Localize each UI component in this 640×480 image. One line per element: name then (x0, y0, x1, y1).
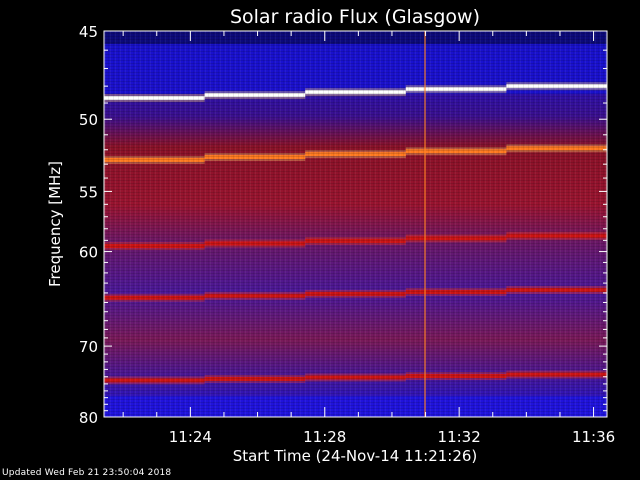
x-tick-label: 11:24 (169, 428, 212, 446)
x-tick-label: 11:36 (572, 428, 615, 446)
chart-title: Solar radio Flux (Glasgow) (230, 6, 480, 28)
y-axis-label: Frequency [MHz] (46, 161, 64, 287)
texture-horizontal (104, 31, 607, 417)
discontinuity-line (424, 31, 426, 417)
x-axis: 11:24 11:28 11:32 11:36 (122, 31, 615, 446)
y-tick-label: 80 (79, 409, 98, 427)
y-tick-label: 70 (79, 338, 98, 356)
x-axis-label: Start Time (24-Nov-14 11:21:26) (233, 447, 478, 465)
plot-area (104, 31, 607, 417)
plot-frame (103, 30, 608, 418)
y-axis: 45 50 55 60 70 80 (79, 23, 607, 427)
x-tick-label: 11:28 (303, 428, 346, 446)
y-tick-label: 45 (79, 23, 98, 41)
x-tick-label: 11:32 (438, 428, 481, 446)
updated-footer: Updated Wed Feb 21 23:50:04 2018 (2, 468, 172, 478)
y-tick-label: 60 (79, 244, 98, 262)
y-tick-label: 50 (79, 111, 98, 129)
y-tick-label: 55 (79, 183, 98, 201)
